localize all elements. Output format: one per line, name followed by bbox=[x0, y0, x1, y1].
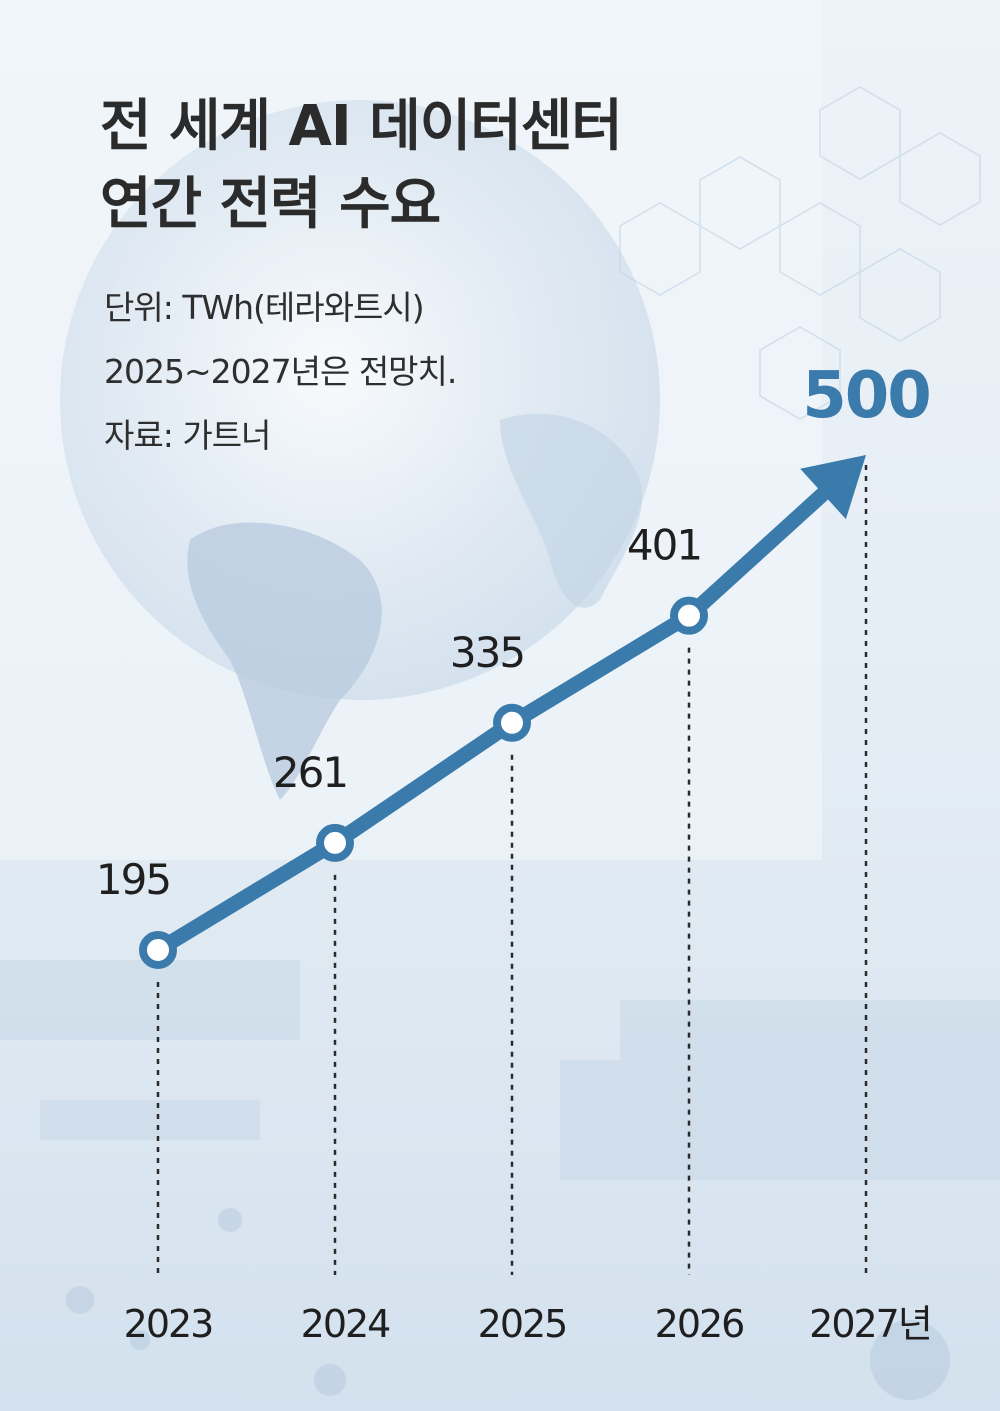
data-label: 195 bbox=[96, 855, 170, 904]
data-point bbox=[670, 596, 708, 635]
chart-title: 전 세계 AI 데이터센터 연간 전력 수요 bbox=[100, 88, 623, 244]
series-line bbox=[150, 486, 831, 958]
data-label: 401 bbox=[627, 521, 701, 570]
data-label-highlight: 500 bbox=[802, 359, 930, 433]
data-label: 261 bbox=[273, 748, 347, 797]
x-tick-label: 2027년 bbox=[809, 1302, 931, 1346]
data-point bbox=[316, 823, 354, 862]
continent-shape bbox=[187, 522, 382, 800]
source-label: 자료: 가트너 bbox=[104, 416, 271, 455]
chart-title-line-1: 전 세계 AI 데이터센터 bbox=[100, 94, 623, 159]
x-tick-label: 2025 bbox=[478, 1302, 567, 1346]
unit-label: 단위: TWh(테라와트시) bbox=[104, 288, 425, 327]
series-arrow-head bbox=[800, 455, 866, 520]
x-tick-label: 2026 bbox=[655, 1302, 744, 1346]
data-point bbox=[493, 703, 531, 742]
forecast-note: 2025~2027년은 전망치. bbox=[104, 352, 457, 391]
chart-title-line-2: 연간 전력 수요 bbox=[100, 172, 441, 237]
x-tick-label: 2023 bbox=[124, 1302, 213, 1346]
data-label: 335 bbox=[450, 628, 524, 677]
chart-meta: 단위: TWh(테라와트시) 2025~2027년은 전망치. 자료: 가트너 bbox=[104, 276, 457, 468]
data-point bbox=[139, 931, 177, 969]
x-tick-label: 2024 bbox=[301, 1302, 391, 1346]
